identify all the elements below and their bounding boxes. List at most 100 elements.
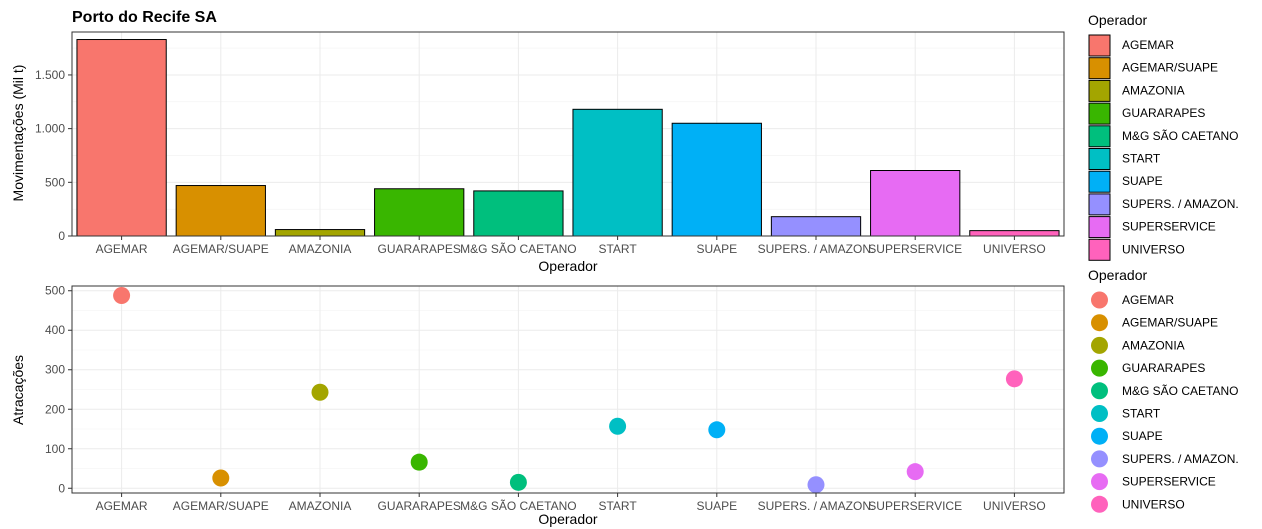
y-tick-label: 0 [58,481,65,495]
legend-key-SUAPE [1088,170,1111,193]
legend-key-SUAPE [1091,427,1108,445]
y-tick-label: 200 [45,402,65,416]
legend-label: AGEMAR/SUAPE [1122,61,1218,75]
chart-title: Porto do Recife SA [72,9,217,26]
legend-key-UNIVERSO [1088,238,1111,261]
legend-key-SUPERSERVICE [1088,216,1111,239]
bar-SUAPE [671,122,762,237]
point-M&G SÃO CAETANO [509,473,527,491]
legend-label: SUPERSERVICE [1122,220,1216,234]
x-tick-label: SUAPE [696,242,737,256]
legend-label: SUAPE [1122,174,1163,188]
bar-legend: Operador AGEMAR AGEMAR/SUAPE AMAZONIA GUARA… [1088,12,1239,261]
legend-label: UNIVERSO [1122,242,1185,256]
scatter-legend-title: Operador [1088,267,1147,283]
legend-key-M&G SÃO CAETANO [1091,382,1108,400]
point-GUARARAPES [410,453,428,471]
bar-UNIVERSO [969,230,1060,237]
y-tick-label: 1.000 [35,122,65,136]
legend-key-START [1091,405,1108,422]
x-tick-label: SUPERS. / AMAZON. [758,499,875,513]
x-tick-label: M&G SÃO CAETANO [460,242,576,256]
x-tick-label: AGEMAR/SUAPE [173,242,269,256]
x-tick-label: GUARARAPES [378,242,461,256]
point-AGEMAR [113,286,131,304]
x-tick-label: AMAZONIA [289,242,352,256]
legend-key-UNIVERSO [1091,495,1108,513]
y-tick-label: 400 [45,323,65,337]
x-tick-label: START [598,499,637,513]
legend-key-SUPERSERVICE [1091,473,1108,491]
y-tick-label: 500 [45,175,65,189]
x-tick-label: AGEMAR [96,499,148,513]
bar-SUPERSERVICE [870,170,961,237]
panel-border [71,285,1065,494]
legend-label: SUPERS. / AMAZON. [1122,197,1239,211]
x-tick-label: SUPERSERVICE [868,242,962,256]
scatter-x-axis-title: Operador [538,511,597,527]
legend-label: START [1122,407,1161,421]
legend-key-AGEMAR/SUAPE [1091,314,1108,332]
legend-key-AGEMAR [1091,291,1108,309]
legend-label: AGEMAR [1122,38,1174,52]
legend-key-START [1088,148,1111,170]
legend-label: AMAZONIA [1122,338,1185,352]
legend-label: START [1122,152,1161,166]
legend-label: UNIVERSO [1122,497,1185,511]
x-tick-label: AGEMAR [96,242,148,256]
x-tick-label: UNIVERSO [983,242,1046,256]
bar-M&G SÃO CAETANO [473,190,564,237]
bar-AGEMAR/SUAPE [175,185,266,237]
bar-SUPERS. / AMAZON. [770,216,862,237]
point-START [609,417,627,435]
y-tick-label: 0 [58,229,65,243]
legend-key-AGEMAR [1088,34,1111,57]
bar-START [572,108,663,237]
bar-legend-title: Operador [1088,12,1147,28]
y-tick-label: 300 [45,363,65,377]
point-UNIVERSO [1005,370,1023,388]
x-tick-label: SUPERSERVICE [868,499,962,513]
legend-key-AMAZONIA [1088,79,1111,102]
scatter-legend: Operador AGEMAR AGEMAR/SUAPE AMAZONIA GUARA… [1088,267,1239,513]
x-tick-label: SUPERS. / AMAZON. [758,242,875,256]
legend-key-AMAZONIA [1091,336,1108,354]
scatter-y-axis-title: Atracações [10,355,26,425]
point-AMAZONIA [311,383,329,401]
bar-y-axis-title: Movimentações (Mil t) [10,65,26,202]
legend-label: AGEMAR/SUAPE [1122,316,1218,330]
x-tick-label: AGEMAR/SUAPE [173,499,269,513]
x-tick-label: AMAZONIA [289,499,352,513]
legend-label: GUARARAPES [1122,106,1205,120]
legend-label: M&G SÃO CAETANO [1122,384,1238,398]
x-tick-label: GUARARAPES [378,499,461,513]
x-tick-label: START [598,242,637,256]
legend-key-M&G SÃO CAETANO [1088,125,1111,148]
legend-label: SUPERS. / AMAZON. [1122,452,1239,466]
bar-GUARARAPES [374,188,465,237]
legend-label: SUAPE [1122,429,1163,443]
scatter-panel: 0 100 200 300 400 500 AGEMAR AGEMAR/SUAPE AMAZON… [45,284,1065,513]
y-tick-label: 500 [45,284,65,298]
legend-label: SUPERSERVICE [1122,475,1216,489]
point-SUPERS. / AMAZON. [807,476,825,494]
legend-key-SUPERS. / AMAZON. [1088,193,1111,216]
legend-label: GUARARAPES [1122,361,1205,375]
panel-border [71,31,1065,237]
x-tick-label: SUAPE [696,499,737,513]
legend-label: M&G SÃO CAETANO [1122,129,1238,143]
x-tick-label: M&G SÃO CAETANO [460,499,576,513]
bar-panel: 0 500 1.000 1.500 AGEMAR AGEMAR/SUAPE AMAZONIA… [35,31,1065,256]
point-AGEMAR/SUAPE [212,469,230,487]
legend-label: AMAZONIA [1122,83,1185,97]
legend-key-GUARARAPES [1091,359,1108,377]
bar-AGEMAR [76,39,167,237]
legend-key-GUARARAPES [1088,102,1111,125]
legend-label: AGEMAR [1122,293,1174,307]
point-SUPERSERVICE [906,463,924,481]
y-tick-label: 100 [45,442,65,456]
x-tick-label: UNIVERSO [983,499,1046,513]
point-SUAPE [708,421,726,439]
legend-key-AGEMAR/SUAPE [1088,57,1111,80]
